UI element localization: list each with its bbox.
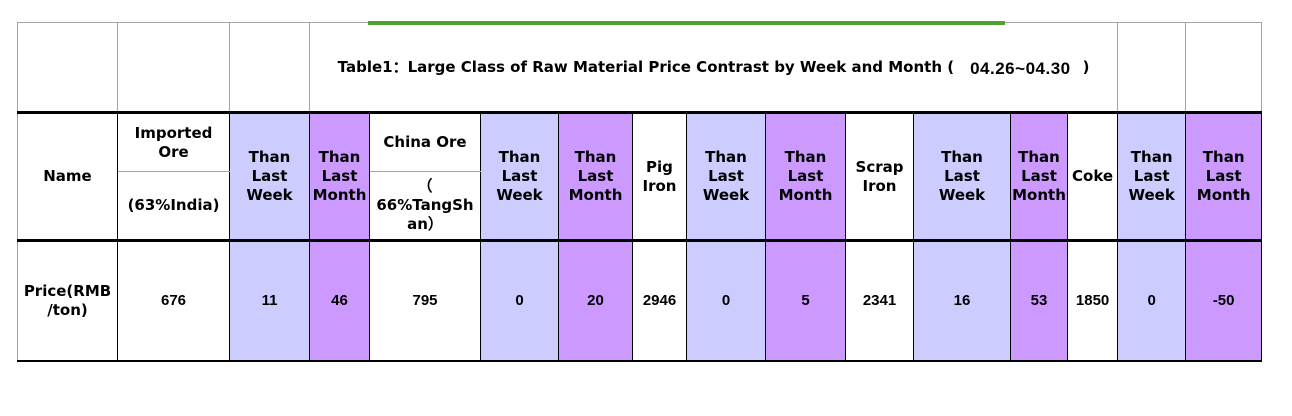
cell-pig-iron-month: 5 [765, 239, 846, 362]
price-row-label: Price(RMB /ton) [17, 239, 118, 362]
header-coke: Coke [1066, 111, 1119, 242]
header-china-ore-spec: （ 66%TangSh an） [369, 171, 481, 242]
header-than-last-month-coke: Than Last Month [1185, 111, 1263, 242]
header-than-last-month-pig: Than Last Month [765, 111, 846, 242]
header-than-last-month-china: Than Last Month [558, 111, 633, 242]
header-than-last-week-coke: Than Last Week [1117, 111, 1187, 242]
header-than-last-week-imported: Than Last Week [229, 111, 310, 242]
grid-cell [229, 22, 310, 113]
cell-imported-ore-price: 676 [117, 239, 230, 362]
cell-scrap-iron-month: 53 [1010, 239, 1068, 362]
cell-china-ore-month: 20 [558, 239, 633, 362]
cell-imported-ore-week: 11 [229, 239, 310, 362]
cell-scrap-iron-week: 16 [913, 239, 1011, 362]
cell-scrap-iron-price: 2341 [845, 239, 914, 362]
green-accent-line [368, 21, 1005, 25]
table-wrapper: Table1：Large Class of Raw Material Price… [17, 22, 1263, 362]
header-than-last-week-china: Than Last Week [480, 111, 559, 242]
header-imported-ore: Imported Ore [117, 111, 230, 172]
header-than-last-week-scrap: Than Last Week [913, 111, 1011, 242]
cell-pig-iron-price: 2946 [632, 239, 687, 362]
header-row: Name Imported Ore Than Last Week Than La… [17, 111, 1263, 242]
header-imported-ore-spec: (63%India) [117, 171, 230, 242]
raw-material-price-table: Table1：Large Class of Raw Material Price… [17, 22, 1263, 362]
header-pig-iron: Pig Iron [632, 111, 687, 242]
header-china-ore: China Ore [369, 111, 481, 172]
table-title-cell: Table1：Large Class of Raw Material Price… [308, 22, 1119, 113]
grid-cell [117, 22, 230, 113]
title-close-paren: ) [1082, 57, 1090, 76]
header-than-last-week-pig: Than Last Week [686, 111, 766, 242]
grid-cell [17, 22, 118, 113]
table-title: Table1：Large Class of Raw Material Price… [337, 57, 955, 76]
cell-pig-iron-week: 0 [686, 239, 766, 362]
cell-coke-month: -50 [1185, 239, 1263, 362]
header-name: Name [17, 111, 118, 242]
header-sub-row: (63%India) （ 66%TangSh an） [18, 171, 1262, 242]
title-band: Table1：Large Class of Raw Material Price… [17, 22, 1263, 113]
cell-imported-ore-month: 46 [309, 239, 370, 362]
price-row: Price(RMB /ton) 676 11 46 795 0 20 2946 … [17, 239, 1263, 362]
header-than-last-month-imported: Than Last Month [309, 111, 370, 242]
cell-coke-week: 0 [1117, 239, 1187, 362]
header-scrap-iron: Scrap Iron [845, 111, 914, 242]
grid-cell [1185, 22, 1263, 113]
cell-china-ore-week: 0 [480, 239, 559, 362]
header-than-last-month-scrap: Than Last Month [1010, 111, 1068, 242]
grid-cell [1117, 22, 1187, 113]
cell-coke-price: 1850 [1066, 239, 1119, 362]
cell-china-ore-price: 795 [369, 239, 481, 362]
date-range: 04.26~04.30 [970, 59, 1071, 78]
